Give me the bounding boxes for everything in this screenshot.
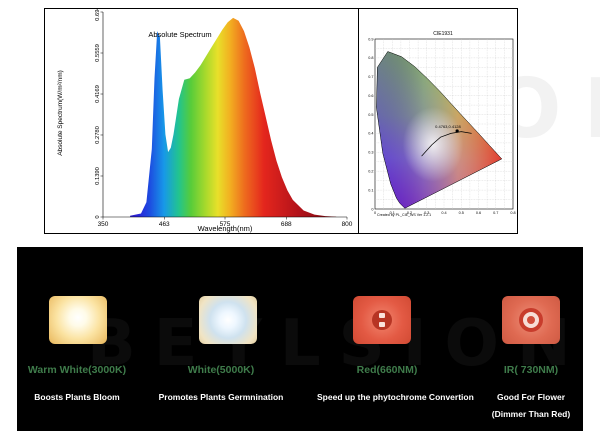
spectrum-area [130,17,337,218]
cie-point-label: 0.4763,0.4128 [435,124,461,129]
cie-chart-frame: CIE1931 0.4763,0.4128 0 0.1 0.2 0.3 0.4 0.5 0.… [358,8,518,234]
cie-spectral-locus [376,51,503,209]
led-description: Speed up the phytochrome Convertion [317,392,474,402]
spectrum-chart: 350 463 575 688 800 0 0.1390 0.2780 0.4169 0.5559… [57,3,353,233]
cie-tick-labels: 0 0.1 0.2 0.3 0.4 0.5 0.6 0.7 0.8 0 0.1 0.2 0.3 0.4 0.… [368,37,515,215]
cie-title: CIE1931 [433,31,453,37]
led-name: Red(660NM) [356,364,418,376]
spectrum-chart-frame: 350 463 575 688 800 0 0.1390 0.2780 0.4169 0.5559… [44,3,360,234]
charts-area: BEYLSION [40,3,600,234]
cie-x-tick-label: 0.2 [407,211,412,215]
cie-x-tick-label: 0.7 [493,211,498,215]
cie-y-tick-label: 0.9 [368,37,373,41]
led-description: Good For Flower (Dimmer Than Red) [461,389,583,423]
cie-x-tick-label: 0.6 [476,211,481,215]
cie-color-point [455,129,459,133]
spectrum-x-tick-label: 575 [220,221,231,228]
spectrum-y-tick-label: 0 [95,215,101,218]
led-item-red: Red(660NM) Speed up the phytochrome Conv… [317,247,474,431]
led-description-line1: Good For Flower [497,392,565,402]
spectrum-x-tick-label: 463 [159,221,170,228]
led-item-warm-white: Warm White(3000K) Boosts Plants Bloom [17,247,147,431]
led-name: White(5000K) [187,364,255,376]
cie-y-tick-label: 0.2 [368,170,373,174]
cie-x-tick-label: 0.4 [441,211,446,215]
cie-y-tick-label: 0.6 [368,94,373,98]
red-led-die-bottom [379,322,385,327]
led-item-white: White(5000K) Promotes Plants Germninatio… [151,247,291,431]
cie-x-tick-label: 0.3 [424,211,429,215]
spectrum-y-tick-label: 0.2780 [95,126,101,144]
cie-planckian-locus [421,131,472,157]
cie-x-tick-label: 0.8 [510,211,515,215]
cie-y-tick-label: 0.1 [368,188,373,192]
led-description: Boosts Plants Bloom [34,392,120,402]
ir-led-emitter-core [527,316,535,324]
spectrum-x-tick-label: 350 [98,221,109,228]
red-led-die-top [379,313,385,318]
cie-chart: CIE1931 0.4763,0.4128 0 0.1 0.2 0.3 0.4 0.5 0.… [368,31,515,217]
spectrum-xlabel: Wavelength(nm) [198,224,253,233]
spectrum-y-tick-label: 0.1390 [95,167,101,185]
cie-x-tick-label: 0.5 [459,211,464,215]
led-description: Promotes Plants Germnination [158,392,284,402]
cie-y-tick-label: 0.3 [368,151,373,155]
led-panel: BEYLSION Warm White(3000K) Boosts Plants… [17,247,583,431]
red-led-emitter [372,310,392,330]
cie-y-tick-label: 0.4 [368,132,373,136]
cie-y-tick-label: 0.5 [368,113,373,117]
cie-y-tick-label: 0 [371,207,373,211]
red-led-chip [353,296,411,344]
cie-x-tick-label: 0.1 [390,211,395,215]
watermark-bottom: BEYLSION [87,307,583,381]
spectrum-title: Absolute Spectrum [148,30,211,39]
spectrum-y-tick-label: 0.6949 [95,9,101,21]
cie-y-tick-label: 0.8 [368,56,373,60]
cie-x-tick-label: 0 [374,211,376,215]
ir-led-chip [502,296,560,344]
cie-y-tick-label: 0.7 [368,75,373,79]
spectrum-x-tick-label: 800 [342,221,353,228]
led-item-ir: IR( 730NM) Good For Flower (Dimmer Than … [461,247,583,431]
spectrum-y-tick-label: 0.4169 [95,85,101,103]
spectrum-y-tick-label: 0.5559 [95,44,101,62]
led-name: IR( 730NM) [503,364,559,376]
cie-footer: Created by PL_CIE_WS Ver 1.2.1 [377,213,431,217]
spectrum-x-tick-label: 688 [281,221,292,228]
spectrum-axes: 350 463 575 688 800 0 0.1390 0.2780 0.4169 0.5559… [95,3,353,228]
warm-white-led-chip [49,296,107,344]
led-name: Warm White(3000K) [27,364,127,376]
white-led-chip [199,296,257,344]
spectrum-ylabel: Absolute Spectrum(W/m²/nm) [57,70,64,156]
led-description-line2: (Dimmer Than Red) [491,409,571,419]
